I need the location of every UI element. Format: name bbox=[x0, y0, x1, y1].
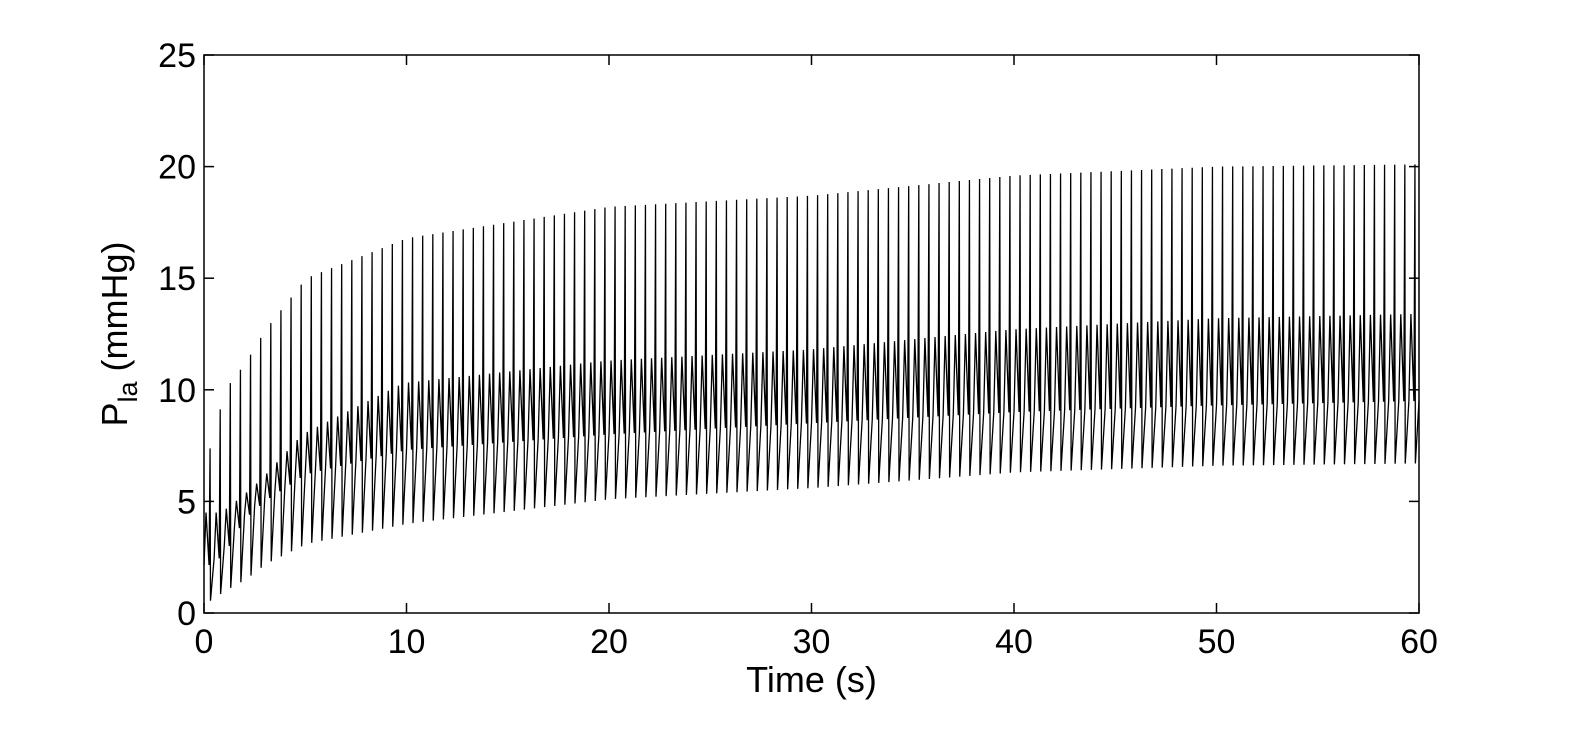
pressure-trace-line bbox=[203, 164, 1420, 601]
y-axis-title-main: P bbox=[94, 402, 135, 426]
y-tick-label: 20 bbox=[158, 149, 196, 187]
y-tick-label: 5 bbox=[177, 483, 196, 521]
x-tick-label: 10 bbox=[388, 623, 426, 661]
x-tick-label: 0 bbox=[195, 623, 214, 661]
y-axis: 0 5 10 15 20 25 bbox=[158, 37, 1419, 633]
plot-area bbox=[204, 55, 1419, 613]
y-tick-label: 0 bbox=[177, 595, 196, 633]
y-axis-title: Pla (mmHg) bbox=[94, 241, 143, 426]
x-axis: 0 10 20 30 40 50 60 bbox=[195, 55, 1438, 661]
x-tick-label: 50 bbox=[1198, 623, 1236, 661]
y-axis-title-suffix: (mmHg) bbox=[94, 241, 135, 381]
y-axis-title-subscript: la bbox=[113, 380, 143, 402]
x-axis-title: Time (s) bbox=[746, 659, 877, 700]
y-tick-label: 10 bbox=[158, 372, 196, 410]
x-tick-label: 20 bbox=[590, 623, 628, 661]
x-tick-label: 40 bbox=[995, 623, 1033, 661]
y-tick-label: 25 bbox=[158, 37, 196, 75]
x-tick-label: 60 bbox=[1400, 623, 1438, 661]
y-tick-label: 15 bbox=[158, 260, 196, 298]
x-tick-label: 30 bbox=[793, 623, 831, 661]
